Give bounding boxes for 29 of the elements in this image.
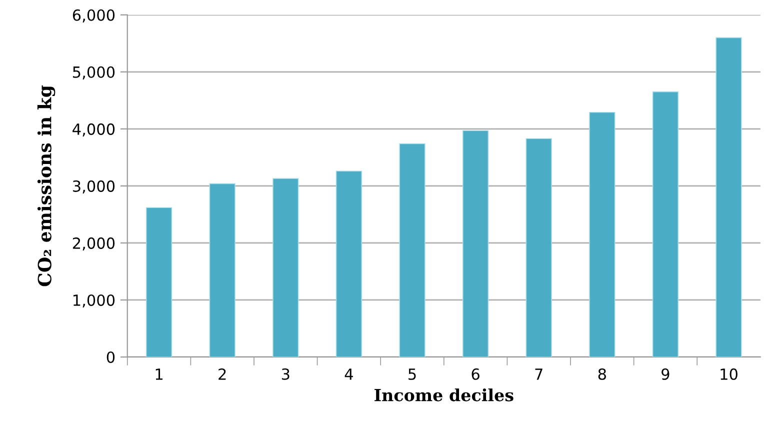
y-tick-label: 3,000 [73,180,115,194]
x-tick-label: 7 [535,368,542,380]
bar [716,37,742,357]
x-tick-label: 8 [598,368,606,380]
bar [209,183,236,357]
x-tick-label: 10 [720,368,738,380]
bar [589,112,616,357]
y-tick-label: 4,000 [72,123,115,136]
bar [399,143,426,357]
y-tick-label: 6,000 [72,9,115,22]
x-tick-label: 4 [344,368,353,380]
y-tick-label: 5,000 [73,66,115,80]
bar [652,91,679,357]
x-tick-label: 2 [218,368,226,380]
x-tick-label: 1 [156,368,162,380]
x-tick-label: 3 [282,368,290,380]
bar [526,138,552,357]
bar [272,178,299,357]
y-tick-label: 2,000 [72,237,115,251]
x-tick-label: 5 [408,368,416,380]
x-axis-title: Income deciles [374,388,514,402]
y-axis-title: CO₂ emissions in kg [37,85,56,286]
x-tick-label: 9 [662,368,670,380]
bar [336,170,362,357]
x-tick-label: 6 [472,368,480,380]
bar [146,207,172,357]
y-tick-label: 1,000 [74,294,115,308]
y-tick-label: 0 [106,351,115,364]
bar [462,130,489,357]
